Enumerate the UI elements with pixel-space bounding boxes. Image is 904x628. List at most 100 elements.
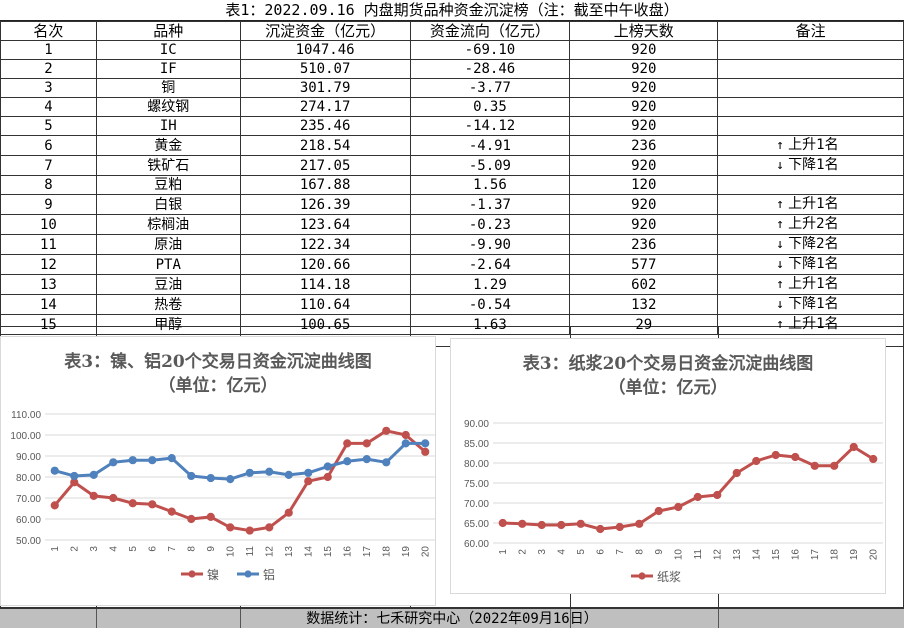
data-point xyxy=(343,439,352,448)
y-tick-label: 80.00 xyxy=(464,459,489,470)
data-point xyxy=(713,490,722,500)
cell-amount: 274.17 xyxy=(239,97,411,117)
data-point xyxy=(128,456,137,465)
chart-subtitle: （单位：亿元） xyxy=(158,376,278,396)
cell-note: ↑ 上升1名 xyxy=(717,274,904,295)
data-point xyxy=(226,475,235,484)
cell-amount: 123.64 xyxy=(239,214,411,235)
y-tick-label: 70.00 xyxy=(464,499,489,510)
data-point xyxy=(537,520,546,530)
x-tick-label: 16 xyxy=(790,549,801,561)
data-point xyxy=(304,468,313,477)
cell-name: 螺纹钢 xyxy=(95,97,241,117)
x-tick-label: 20 xyxy=(868,549,879,561)
note-text: 上升1名 xyxy=(788,196,839,212)
y-tick-label: 60.00 xyxy=(464,539,489,550)
cell-note: ↑ 上升1名 xyxy=(717,135,904,156)
table-row: 1 IC 1047.46 -69.10 920 xyxy=(0,40,904,60)
legend-marker xyxy=(638,572,646,580)
x-tick-label: 9 xyxy=(654,549,665,555)
cell-amount: 218.54 xyxy=(239,135,411,156)
cell-flow: -14.12 xyxy=(409,116,571,136)
y-tick-label: 65.00 xyxy=(464,519,489,530)
data-point xyxy=(284,508,293,517)
cell-note xyxy=(717,97,904,117)
note-text: 上升1名 xyxy=(788,276,839,292)
cell-days: 132 xyxy=(569,294,719,315)
data-point xyxy=(421,439,430,448)
cell-days: 920 xyxy=(569,155,719,176)
table-row: 6 黄金 218.54 -4.91 236 ↑ 上升1名 xyxy=(0,135,904,156)
cell-flow: 1.56 xyxy=(409,175,571,195)
data-point xyxy=(148,456,157,465)
x-tick-label: 5 xyxy=(128,546,139,552)
x-tick-label: 12 xyxy=(264,546,275,558)
cell-name: IC xyxy=(95,40,241,60)
cell-note: ↓ 下降1名 xyxy=(717,254,904,275)
cell-flow: -3.77 xyxy=(409,78,571,98)
table-row: 8 豆粕 167.88 1.56 120 xyxy=(0,175,904,195)
cell-name: IH xyxy=(95,116,241,136)
chart-nickel-aluminum: 表3：镍、铝20个交易日资金沉淀曲线图 （单位：亿元） 50.00 60.00 70… xyxy=(0,336,436,606)
x-tick-label: 1 xyxy=(50,546,61,552)
footer-text: 数据统计：七禾研究中心（2022年09月16日） xyxy=(306,611,598,627)
cell-rank: 5 xyxy=(0,116,97,136)
chart-title: 表3：纸浆20个交易日资金沉淀曲线图 xyxy=(522,354,814,374)
cell-note xyxy=(717,116,904,136)
cell-days: 920 xyxy=(569,97,719,117)
data-point xyxy=(382,426,391,435)
cell-amount: 110.64 xyxy=(239,294,411,315)
data-point xyxy=(323,472,332,482)
x-tick-label: 11 xyxy=(693,549,704,560)
cell-flow: -28.46 xyxy=(409,59,571,79)
arrow-down-icon: ↓ xyxy=(776,257,784,272)
cell-days: 920 xyxy=(569,194,719,215)
y-tick-label: 60.00 xyxy=(16,515,41,526)
y-tick-label: 90.00 xyxy=(16,452,41,463)
table-row: 11 原油 122.34 -9.90 236 ↓ 下降2名 xyxy=(0,234,904,255)
cell-rank: 13 xyxy=(0,274,97,295)
chart-title: 表3：镍、铝20个交易日资金沉淀曲线图 xyxy=(64,352,372,372)
table-row: 9 白银 126.39 -1.37 920 ↑ 上升1名 xyxy=(0,194,904,215)
arrow-up-icon: ↑ xyxy=(776,138,784,153)
note-text: 下降1名 xyxy=(788,256,839,272)
cell-note xyxy=(717,175,904,195)
page-title: 表1：2022.09.16 内盘期货品种资金沉淀榜（注：截至中午收盘） xyxy=(0,0,904,21)
x-tick-label: 20 xyxy=(420,546,431,558)
cell-days: 236 xyxy=(569,135,719,156)
table-row: 4 螺纹钢 274.17 0.35 920 xyxy=(0,97,904,117)
cell-flow: 1.63 xyxy=(409,314,571,335)
data-point xyxy=(401,430,410,440)
table-header-row: 名次 品种 沉淀资金（亿元） 资金流向（亿元） 上榜天数 备注 xyxy=(0,21,904,41)
data-point xyxy=(382,458,391,467)
arrow-up-icon: ↑ xyxy=(776,317,784,332)
cell-days: 29 xyxy=(569,314,719,335)
cell-flow: -2.64 xyxy=(409,254,571,275)
x-tick-label: 1 xyxy=(498,549,509,555)
cell-name: 豆油 xyxy=(95,274,241,295)
cell-note: ↓ 下降1名 xyxy=(717,294,904,315)
cell-name: 白银 xyxy=(95,194,241,215)
data-point xyxy=(265,467,274,476)
cell-name: 原油 xyxy=(95,234,241,255)
cell-rank: 10 xyxy=(0,214,97,235)
data-point xyxy=(167,454,176,463)
cell-name: 豆粕 xyxy=(95,175,241,195)
table-row: 3 铜 301.79 -3.77 920 xyxy=(0,78,904,98)
cell-flow: -0.54 xyxy=(409,294,571,315)
arrow-up-icon: ↑ xyxy=(776,217,784,232)
data-point xyxy=(187,514,196,524)
arrow-down-icon: ↓ xyxy=(776,297,784,312)
chart-subtitle: （单位：亿元） xyxy=(608,378,728,398)
data-point xyxy=(206,473,215,483)
cell-days: 602 xyxy=(569,274,719,295)
x-tick-label: 6 xyxy=(147,546,158,552)
data-point xyxy=(791,452,800,462)
data-point xyxy=(148,500,157,509)
cell-name: IF xyxy=(95,59,241,79)
cell-flow: -0.23 xyxy=(409,214,571,235)
header-days: 上榜天数 xyxy=(569,21,719,41)
data-point xyxy=(187,471,196,481)
x-tick-label: 3 xyxy=(89,546,100,552)
